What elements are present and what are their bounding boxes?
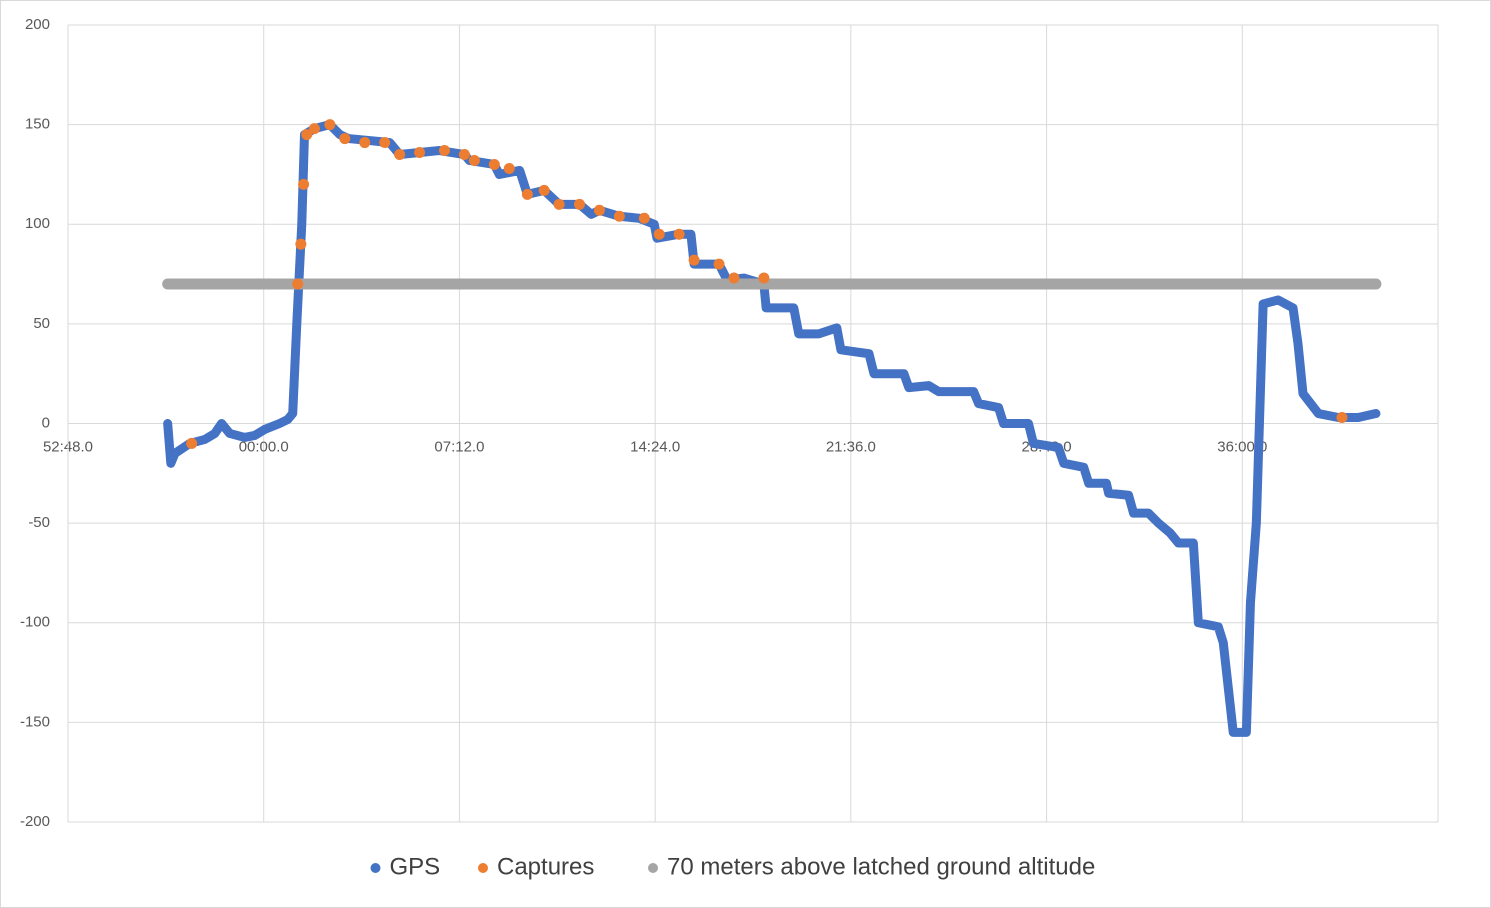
y-tick-label: 50 <box>33 315 50 332</box>
y-tick-label: -150 <box>20 713 50 730</box>
point <box>394 149 406 161</box>
point <box>438 145 450 157</box>
point <box>298 178 310 190</box>
point <box>653 228 665 240</box>
point <box>521 188 533 200</box>
legend-marker <box>370 863 381 873</box>
y-tick-label: 100 <box>25 215 50 232</box>
point <box>638 212 650 224</box>
y-tick-label: -50 <box>28 514 50 531</box>
point <box>186 437 198 449</box>
legend-label: GPS <box>390 853 441 880</box>
point <box>573 198 585 210</box>
point <box>1336 412 1348 424</box>
point <box>593 204 605 216</box>
point <box>301 129 313 141</box>
point <box>538 184 550 196</box>
point <box>339 133 351 145</box>
y-tick-label: -200 <box>20 813 50 830</box>
x-tick-label: 07:12.0 <box>434 438 484 455</box>
y-tick-label: 150 <box>25 116 50 133</box>
legend-marker <box>648 863 658 873</box>
point <box>553 198 565 210</box>
point <box>503 162 515 174</box>
point <box>728 272 740 284</box>
point <box>688 254 700 266</box>
point <box>324 119 336 131</box>
point <box>292 278 304 290</box>
point <box>458 149 470 161</box>
point <box>673 228 685 240</box>
y-tick-label: 0 <box>42 414 50 431</box>
point <box>488 158 500 170</box>
point <box>308 123 320 135</box>
x-tick-label: 00:00.0 <box>239 438 289 455</box>
y-tick-label: 200 <box>25 16 50 33</box>
point <box>359 137 371 149</box>
point <box>613 210 625 222</box>
point <box>758 272 770 284</box>
legend-label: Captures <box>497 853 594 880</box>
point <box>379 137 391 149</box>
legend-marker <box>478 863 488 873</box>
y-tick-label: -100 <box>20 614 50 631</box>
point <box>468 154 480 166</box>
point <box>713 258 725 270</box>
x-tick-label: 14:24.0 <box>630 438 680 455</box>
x-tick-label: 21:36.0 <box>826 438 876 455</box>
point <box>295 238 307 250</box>
point <box>414 147 426 159</box>
legend-label: 70 meters above latched ground altitude <box>667 853 1095 880</box>
